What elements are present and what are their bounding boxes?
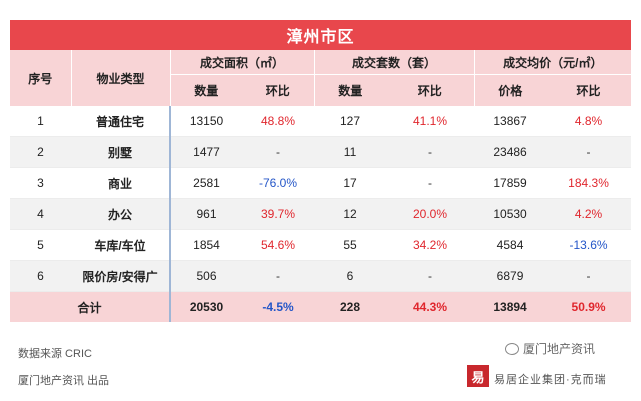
cell-seq: 2 [10, 136, 71, 168]
cell-sets: 55 [314, 229, 387, 261]
cell-price: 6879 [474, 260, 547, 292]
table-row: 6 限价房/安得广 506 - 6 - 6879 - [10, 260, 632, 292]
cell-sets: 17 [314, 167, 387, 199]
cell-price-mom: 4.2% [546, 198, 632, 230]
cell-seq: 3 [10, 167, 71, 199]
table-title: 漳州市区 [10, 20, 631, 50]
cell-price-mom: -13.6% [546, 229, 632, 261]
total-label: 合计 [10, 291, 171, 322]
total-price: 13894 [474, 291, 547, 322]
table-row: 4 办公 961 39.7% 12 20.0% 10530 4.2% [10, 198, 632, 230]
cell-sets-mom: 41.1% [386, 106, 475, 137]
cell-seq: 1 [10, 106, 71, 137]
table-row: 5 车库/车位 1854 54.6% 55 34.2% 4584 -13.6% [10, 229, 632, 261]
company-logo: 易 [467, 365, 489, 387]
cell-area: 506 [170, 260, 242, 292]
cell-area-mom: 48.8% [242, 106, 315, 137]
cell-area-mom: 54.6% [242, 229, 315, 261]
cell-price-mom: - [546, 136, 632, 168]
cell-sets: 12 [314, 198, 387, 230]
header-area-qty: 数量 [169, 74, 242, 106]
cell-price: 10530 [474, 198, 547, 230]
cell-sets-mom: - [386, 136, 475, 168]
cell-sets-mom: - [386, 167, 475, 199]
table-row: 1 普通住宅 13150 48.8% 127 41.1% 13867 4.8% [10, 106, 632, 137]
cell-type: 限价房/安得广 [71, 260, 171, 292]
publisher-credit: 厦门地产资讯 出品 [18, 375, 110, 387]
header-sets-mom: 环比 [386, 74, 475, 106]
total-sets: 228 [314, 291, 387, 322]
data-source: 数据来源 CRIC [18, 348, 92, 360]
cell-area: 13150 [170, 106, 242, 137]
header-type: 物业类型 [71, 50, 170, 106]
cell-price-mom: - [546, 260, 632, 292]
cell-price: 13867 [474, 106, 547, 137]
cell-type: 普通住宅 [71, 106, 171, 137]
header-sets: 成交套数（套） [313, 50, 475, 75]
cell-area: 1854 [170, 229, 242, 261]
cell-price: 17859 [474, 167, 547, 199]
cell-area: 2581 [170, 167, 242, 199]
cell-price-mom: 4.8% [546, 106, 632, 137]
cell-area-mom: - [242, 260, 315, 292]
header-area-mom: 环比 [242, 74, 315, 106]
cell-area-mom: 39.7% [242, 198, 315, 230]
cell-sets: 11 [314, 136, 387, 168]
group-name: 易居企业集团·克而瑞 [494, 374, 607, 386]
header-price-value: 价格 [473, 74, 547, 106]
header-sets-qty: 数量 [313, 74, 387, 106]
cell-seq: 4 [10, 198, 71, 230]
header-area: 成交面积（㎡） [169, 50, 315, 75]
cell-area-mom: -76.0% [242, 167, 315, 199]
total-row: 合计 20530 -4.5% 228 44.3% 13894 50.9% [10, 291, 632, 322]
cell-price: 4584 [474, 229, 547, 261]
table-row: 2 别墅 1477 - 11 - 23486 - [10, 136, 632, 168]
cell-sets: 6 [314, 260, 387, 292]
cell-type: 别墅 [71, 136, 171, 168]
transaction-table: 序号 物业类型 成交面积（㎡） 成交套数（套） 成交均价（元/㎡） 数量 环比 … [10, 50, 632, 322]
cell-seq: 6 [10, 260, 71, 292]
cell-sets-mom: - [386, 260, 475, 292]
cell-price-mom: 184.3% [546, 167, 632, 199]
cell-sets-mom: 20.0% [386, 198, 475, 230]
cell-type: 车库/车位 [71, 229, 171, 261]
table-row: 3 商业 2581 -76.0% 17 - 17859 184.3% [10, 167, 632, 199]
cell-area: 961 [170, 198, 242, 230]
cell-seq: 5 [10, 229, 71, 261]
cell-sets: 127 [314, 106, 387, 137]
total-sets-mom: 44.3% [386, 291, 475, 322]
brand-name: 厦门地产资讯 [523, 342, 596, 356]
cell-area-mom: - [242, 136, 315, 168]
cell-price: 23486 [474, 136, 547, 168]
wechat-icon [505, 342, 519, 355]
header-price: 成交均价（元/㎡） [473, 50, 632, 75]
cell-area: 1477 [170, 136, 242, 168]
cell-type: 办公 [71, 198, 171, 230]
cell-type: 商业 [71, 167, 171, 199]
total-area-mom: -4.5% [242, 291, 315, 322]
cell-sets-mom: 34.2% [386, 229, 475, 261]
brand-label: 厦门地产资讯 [505, 340, 595, 357]
header-seq: 序号 [10, 50, 72, 106]
total-price-mom: 50.9% [546, 291, 632, 322]
header-price-mom: 环比 [546, 74, 632, 106]
total-area: 20530 [170, 291, 242, 322]
